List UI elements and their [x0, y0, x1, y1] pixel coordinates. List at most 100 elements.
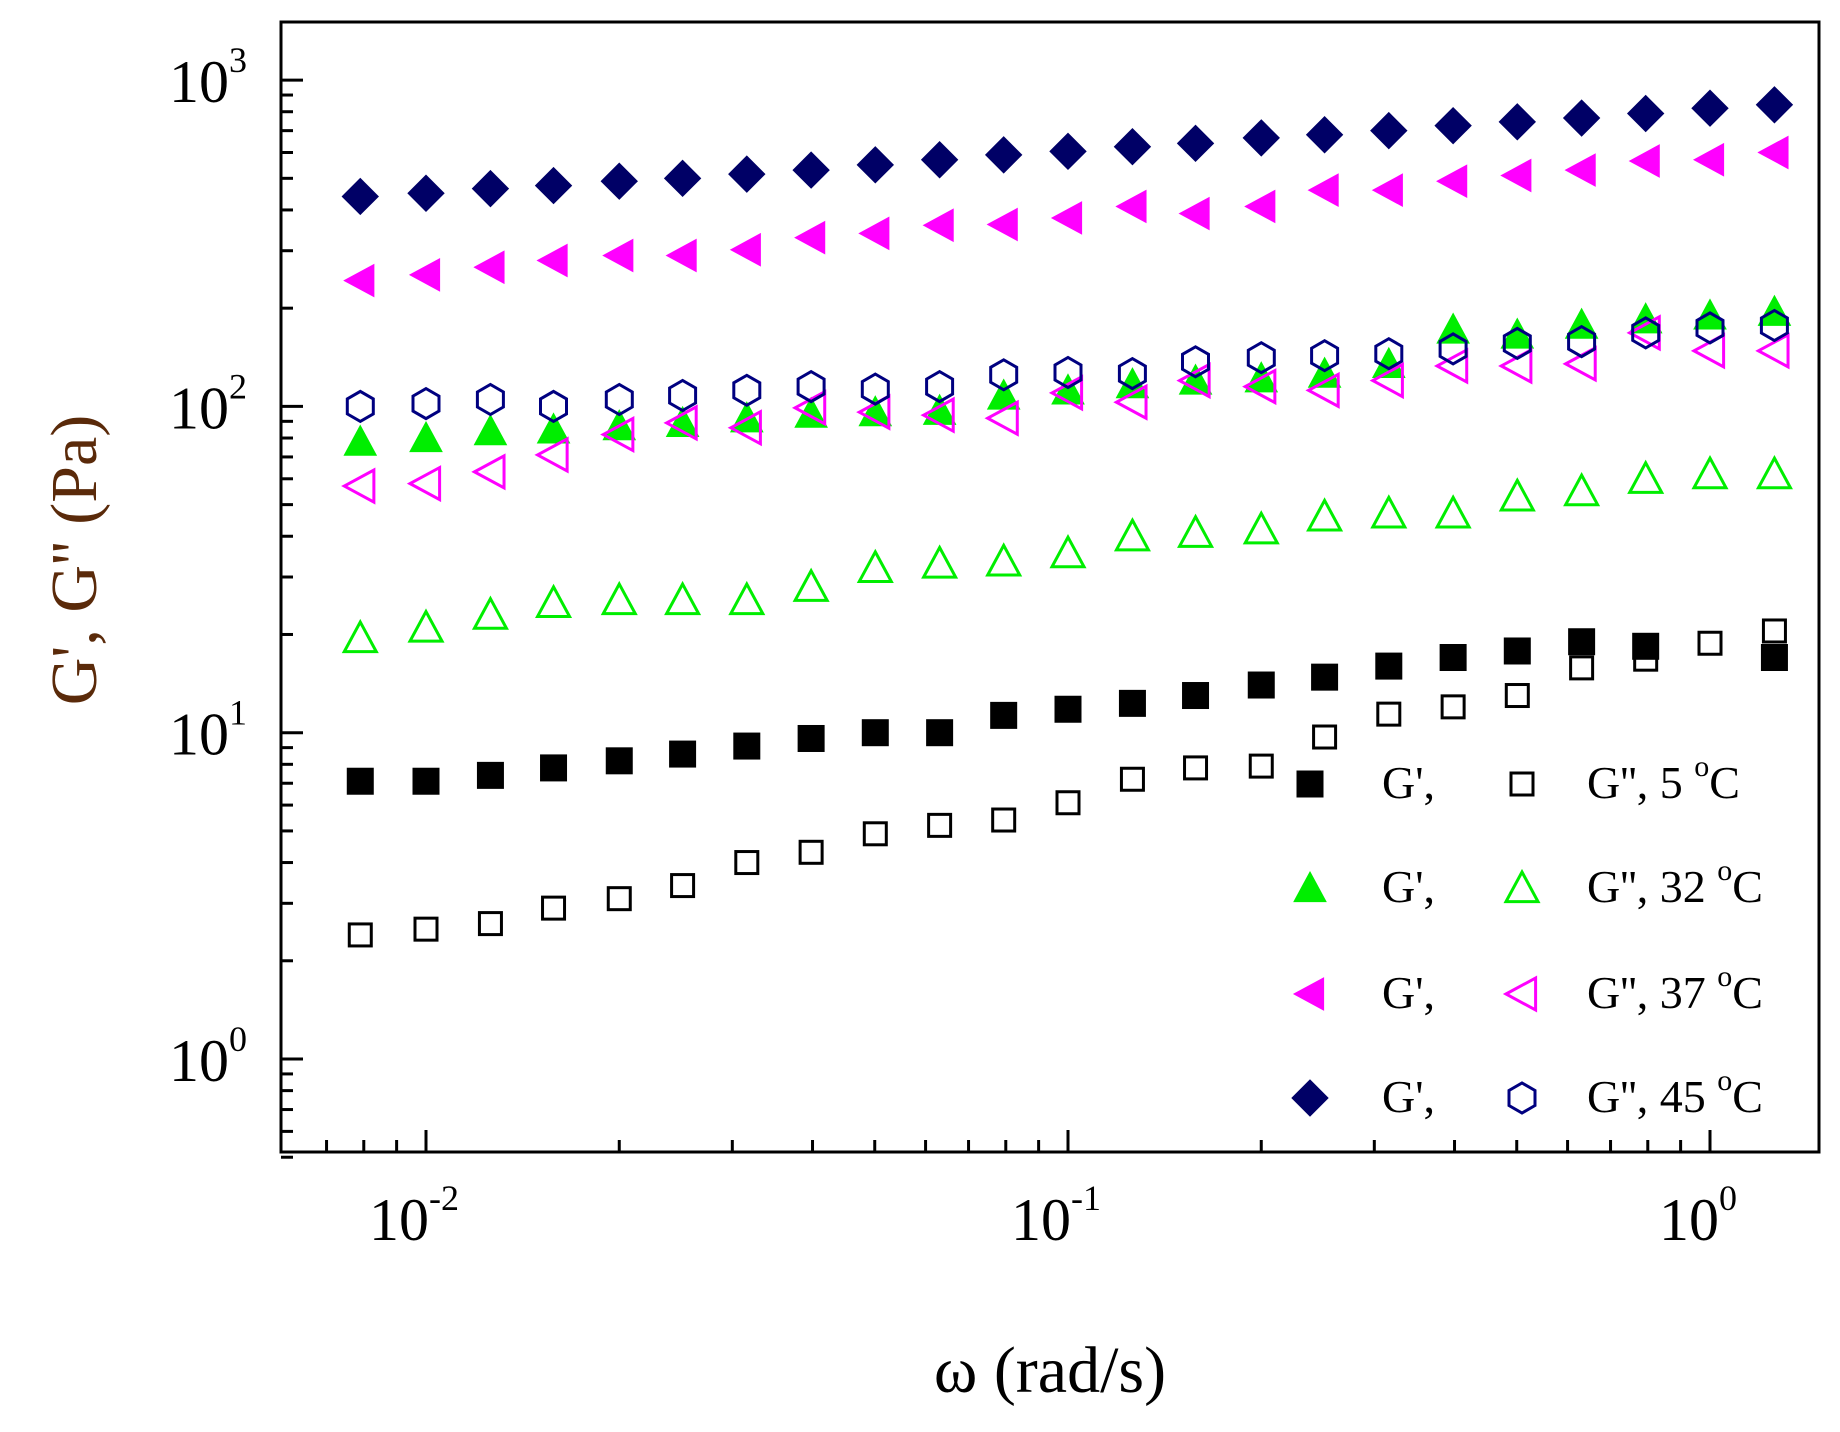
- data-point: [600, 580, 638, 616]
- data-point: [1375, 652, 1403, 680]
- data-point: [922, 208, 954, 243]
- data-point: [541, 895, 567, 921]
- data-point: [534, 166, 573, 205]
- data-point: [989, 358, 1019, 392]
- data-point: [1247, 671, 1275, 699]
- legend-marker-open: [1507, 1081, 1537, 1115]
- data-point: [1691, 89, 1729, 127]
- data-point: [1306, 497, 1344, 532]
- legend-row: G', G'', 5 oC: [1296, 750, 1740, 808]
- data-point: [986, 207, 1018, 242]
- series-g-5-c: [346, 628, 1788, 795]
- legend-gpp-label: G'', 45 oC: [1587, 1064, 1763, 1122]
- data-point: [1312, 724, 1338, 750]
- data-point: [1305, 371, 1340, 409]
- data-point: [1567, 324, 1597, 359]
- data-point: [1374, 336, 1404, 371]
- data-point: [797, 724, 825, 752]
- data-point: [792, 151, 830, 189]
- data-point: [604, 382, 634, 417]
- series-g-37-c: [343, 135, 1789, 298]
- data-point: [1119, 766, 1145, 792]
- data-point: [860, 372, 890, 406]
- data-point: [1117, 356, 1147, 391]
- data-point: [1632, 632, 1660, 660]
- data-point: [471, 453, 506, 491]
- x-axis-ticks: 10-2 10-1 100: [325, 1130, 1737, 1253]
- data-point: [346, 767, 374, 795]
- data-point: [920, 141, 959, 179]
- data-point: [1113, 127, 1152, 166]
- data-point: [728, 580, 766, 616]
- data-point: [534, 436, 569, 474]
- data-point: [1376, 701, 1402, 727]
- data-point: [1053, 355, 1083, 390]
- data-point: [665, 405, 700, 438]
- data-point: [1627, 459, 1665, 494]
- legend-gp-label: G',: [1382, 757, 1435, 808]
- data-point: [663, 404, 698, 442]
- legend-row: G', G'', 45 oC: [1291, 1064, 1763, 1122]
- data-point: [796, 369, 826, 404]
- series-g-45-c: [341, 86, 1794, 216]
- data-point: [1113, 517, 1151, 552]
- data-point: [413, 916, 439, 942]
- data-point: [475, 382, 505, 417]
- data-point: [343, 424, 378, 456]
- data-point: [1760, 644, 1788, 672]
- data-point: [664, 580, 702, 616]
- data-point: [1310, 338, 1340, 373]
- legend-marker-filled: [1291, 1079, 1329, 1117]
- data-point: [663, 159, 702, 198]
- data-point: [341, 467, 376, 505]
- data-point: [602, 238, 634, 273]
- data-point: [990, 701, 1018, 729]
- data-point: [539, 389, 568, 424]
- data-point: [1563, 471, 1601, 507]
- data-point: [471, 169, 510, 208]
- series-g-37-c: [341, 314, 1790, 505]
- data-point: [858, 395, 893, 427]
- data-point: [1371, 173, 1403, 207]
- legend-marker-filled: [1296, 770, 1324, 798]
- data-point: [411, 386, 441, 421]
- data-point: [926, 719, 954, 747]
- data-point: [734, 850, 760, 876]
- data-point: [1244, 189, 1276, 224]
- data-point: [794, 220, 826, 255]
- data-point: [984, 399, 1019, 437]
- x-axis-title: ω (rad/s): [934, 1334, 1166, 1407]
- data-point: [606, 886, 632, 912]
- data-point: [733, 732, 761, 760]
- data-point: [407, 608, 445, 643]
- data-point: [1246, 340, 1276, 375]
- data-point: [1568, 628, 1596, 656]
- data-point: [1692, 142, 1725, 177]
- data-point: [1438, 332, 1468, 366]
- y-tick-label: 102: [169, 366, 247, 441]
- data-point: [600, 162, 638, 200]
- data-point: [1695, 311, 1725, 345]
- data-point: [1370, 111, 1408, 150]
- data-point: [1370, 494, 1408, 529]
- legend-gpp-label: G'', 5 oC: [1587, 750, 1740, 808]
- data-point: [1434, 494, 1472, 529]
- data-point: [536, 243, 568, 278]
- data-point: [1178, 363, 1213, 395]
- data-point: [1631, 316, 1661, 350]
- data-point: [1248, 753, 1274, 779]
- data-point: [406, 465, 442, 503]
- x-tick-label: 10-2: [369, 1178, 459, 1253]
- data-point: [1181, 345, 1210, 379]
- data-point: [1311, 663, 1339, 691]
- data-point: [536, 412, 571, 444]
- data-point: [798, 839, 824, 865]
- legend-row: G', G'', 32 oC: [1293, 854, 1763, 912]
- data-point: [473, 414, 508, 446]
- data-point: [665, 238, 697, 273]
- legend-marker-open: [1503, 868, 1541, 904]
- data-point: [1562, 99, 1601, 137]
- data-point: [1050, 201, 1083, 235]
- data-point: [1369, 362, 1404, 400]
- data-point: [1049, 534, 1087, 569]
